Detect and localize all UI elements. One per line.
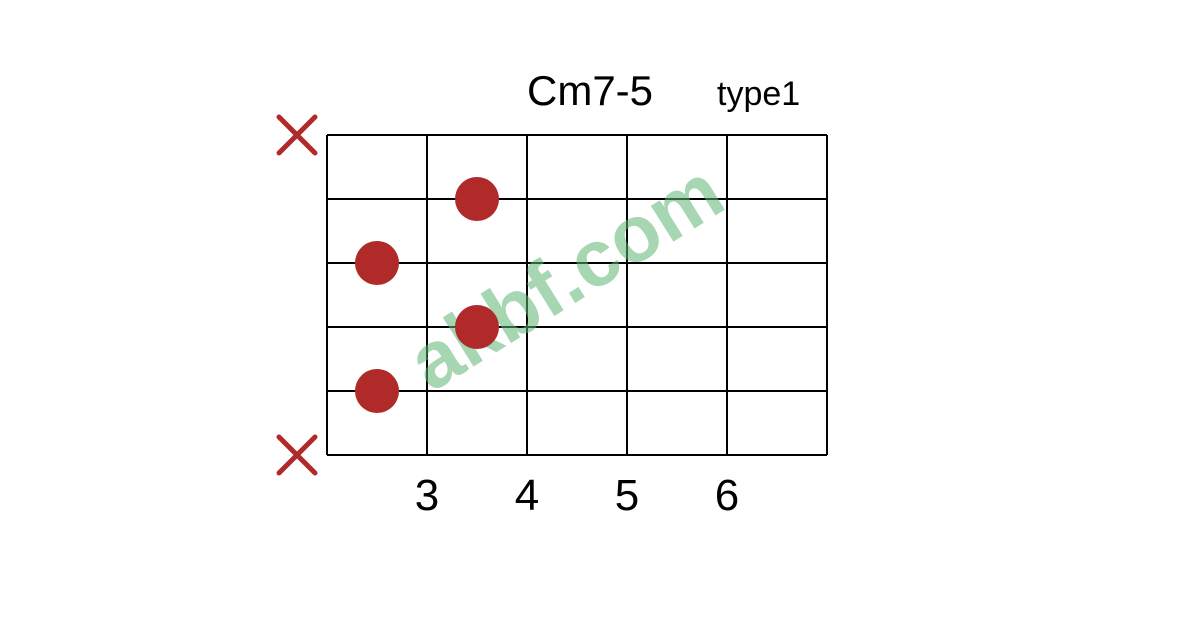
finger-dot xyxy=(355,369,399,413)
chord-diagram-container: { "diagram": { "type": "chord-diagram", … xyxy=(0,0,1201,633)
chord-title: Cm7-5 xyxy=(527,67,653,114)
finger-dot xyxy=(355,241,399,285)
string-mutes xyxy=(279,117,315,473)
mute-icon xyxy=(279,117,315,153)
finger-dot xyxy=(455,305,499,349)
mute-icon xyxy=(279,437,315,473)
fret-label: 4 xyxy=(515,471,539,520)
watermark-text: akbf.com xyxy=(393,146,738,408)
fret-label: 5 xyxy=(615,471,639,520)
fret-label: 6 xyxy=(715,471,739,520)
fret-label: 3 xyxy=(415,471,439,520)
finger-dot xyxy=(455,177,499,221)
chord-subtitle: type1 xyxy=(717,75,800,113)
chord-diagram-svg: akbf.com Cm7-5 type1 3 4 5 6 xyxy=(0,0,1201,633)
fret-labels: 3 4 5 6 xyxy=(415,471,739,520)
